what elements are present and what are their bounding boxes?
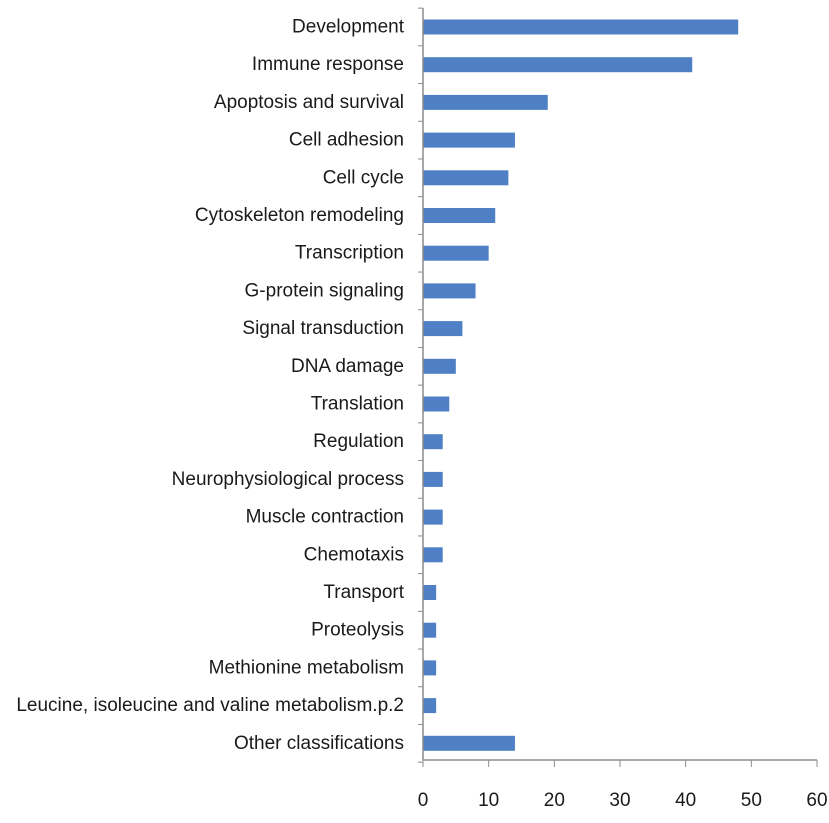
category-label: Immune response [252,54,404,75]
category-label: Proteolysis [311,620,404,641]
bar [423,170,509,186]
category-labels: Development Immune response Apoptosis and … [16,17,404,754]
bar [423,585,437,600]
bar [423,283,476,299]
bar [423,208,496,223]
bar [423,321,463,337]
bar [423,358,456,374]
category-label: Neurophysiological process [172,469,404,490]
x-tick-label: 30 [609,790,630,811]
category-label: Signal transduction [242,318,404,339]
category-label: Development [292,17,405,38]
x-tick-label: 20 [544,790,565,811]
bar [423,19,739,35]
category-label: Chemotaxis [304,544,404,565]
category-label: Apoptosis and survival [214,92,404,113]
x-tick-label: 10 [478,790,499,811]
bar [423,434,443,450]
x-tick-label: 0 [418,790,429,811]
category-label: Other classifications [234,733,404,754]
category-label: Translation [311,394,404,415]
bars [423,19,739,751]
bar [423,132,515,148]
x-tick-label: 40 [675,790,696,811]
bar [423,622,437,638]
category-label: G-protein signaling [245,280,404,301]
bar [423,660,437,676]
bar [423,57,693,73]
bar [423,735,515,751]
x-tick-label: 50 [741,790,762,811]
category-label: Methionine metabolism [209,657,404,678]
category-label: DNA damage [291,356,404,377]
bar [423,547,443,563]
category-label: Transcription [295,243,404,264]
bar [423,509,443,525]
category-label: Cell cycle [323,167,404,188]
bar [423,471,443,487]
x-tick-label: 60 [806,790,827,811]
bar [423,245,489,261]
category-label: Cell adhesion [289,130,404,151]
category-label: Muscle contraction [246,507,404,528]
bar [423,698,437,714]
x-axis: 0 10 20 30 40 50 60 [418,7,828,811]
bar [423,396,450,412]
category-label: Cytoskeleton remodeling [195,205,404,226]
bar [423,94,548,110]
category-label: Regulation [313,431,404,452]
category-label: Transport [323,582,404,603]
category-label: Leucine, isoleucine and valine metabolis… [16,695,404,716]
